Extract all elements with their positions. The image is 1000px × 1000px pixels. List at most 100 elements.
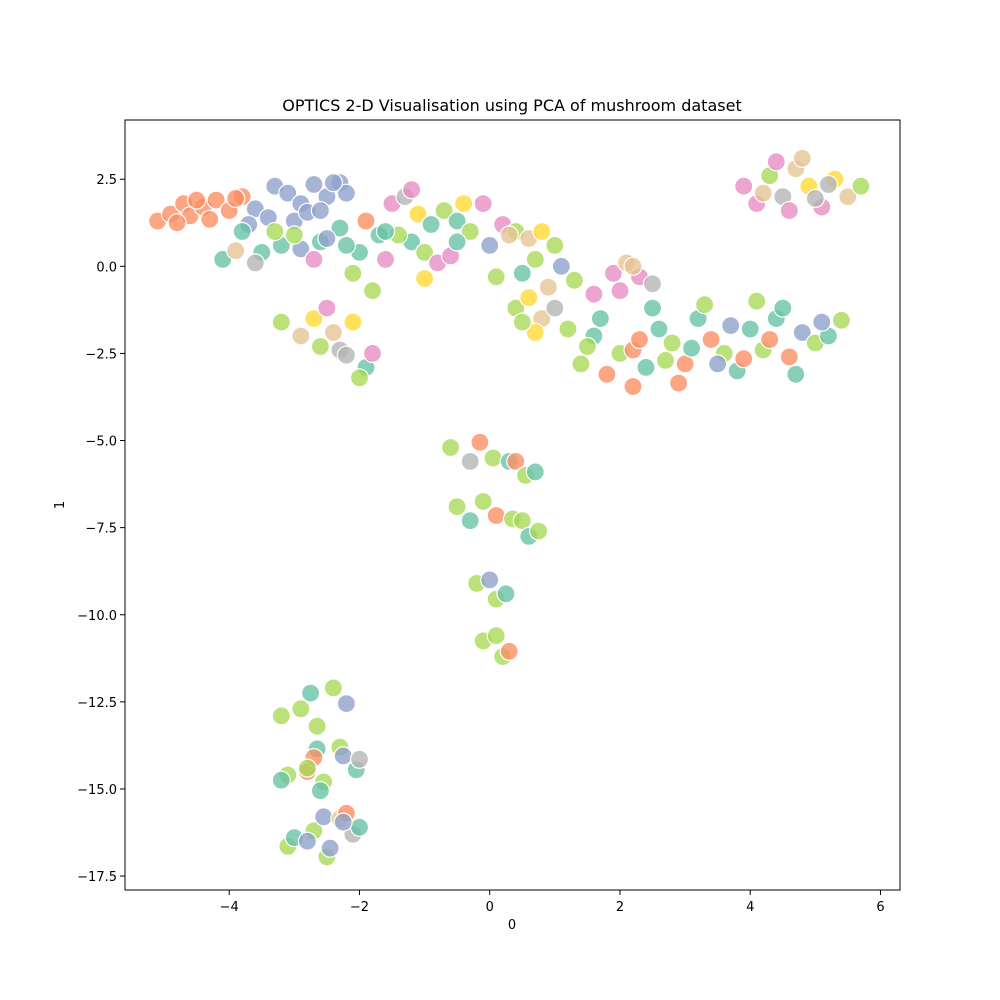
data-point [545,235,565,255]
data-point [284,225,304,245]
chart-title: OPTICS 2-D Visualisation using PCA of mu… [282,96,741,115]
data-point [470,432,490,452]
x-axis-label: 0 [508,918,516,933]
data-point [343,263,363,283]
data-point [734,176,754,196]
data-point [460,451,480,471]
data-point [307,716,327,736]
data-point [408,204,428,224]
data-point [278,183,298,203]
data-point [525,322,545,343]
data-point [460,511,480,531]
data-point [551,256,571,276]
data-point [441,437,461,458]
data-point [333,746,353,766]
data-point [740,319,760,339]
data-point [528,521,549,541]
y-tick-label: 2.5 [96,173,117,188]
data-point [323,173,343,193]
data-point [636,357,656,377]
data-point [786,364,806,384]
data-point [747,291,767,311]
data-point [642,298,663,318]
data-point [265,221,285,242]
data-point [642,274,663,294]
data-point [473,194,493,214]
data-point [301,683,321,703]
data-point [584,284,604,304]
data-point [297,758,317,778]
data-point [603,263,624,283]
data-point [623,256,643,276]
data-point [304,309,324,329]
data-point [304,249,324,269]
y-tick-label: −5.0 [85,435,117,450]
data-point [349,749,370,769]
data-point [779,201,799,221]
data-point [655,350,676,370]
data-point [271,770,291,790]
x-tick-label: −2 [350,900,369,915]
y-tick-label: 0.0 [96,260,117,275]
data-point [838,187,858,207]
data-point [187,190,207,210]
data-point [773,298,793,318]
data-point [336,235,356,255]
data-point [831,310,852,330]
y-axis-label: 1 [53,501,68,509]
data-point [349,817,370,837]
data-point [506,451,526,471]
data-point [701,329,721,350]
data-point [694,295,715,315]
y-tick-label: −10.0 [77,609,117,624]
data-point [486,505,506,526]
data-point [721,316,741,336]
data-point [460,221,480,242]
data-point [571,354,591,374]
data-point [323,322,343,343]
data-point [320,838,340,858]
x-tick-label: 2 [616,900,624,915]
points-layer [148,148,871,867]
data-point [402,180,422,200]
data-point [245,253,265,273]
data-point [323,678,343,698]
data-point [707,354,728,374]
data-point [415,242,435,262]
data-point [779,347,799,367]
x-axis: −4 −2 0 2 4 6 [220,890,885,915]
y-tick-label: −7.5 [85,522,117,537]
data-point [310,336,330,357]
x-tick-label: 4 [746,900,754,915]
data-point [206,190,226,210]
data-point [525,462,545,482]
data-point [271,312,291,332]
data-point [499,225,519,245]
data-point [629,329,650,350]
data-point [333,812,353,832]
data-point [558,319,578,339]
data-point [805,188,825,208]
data-point [662,333,682,353]
data-point [483,448,503,468]
y-axis: 2.5 0.0 −2.5 −5.0 −7.5 −10.0 −12.5 −15.0 −17.5 [77,173,125,885]
data-point [519,288,539,308]
data-point [681,338,702,358]
data-point [499,641,519,661]
data-point [525,249,545,269]
data-point [480,235,500,255]
data-point [226,188,246,208]
data-point [415,268,435,289]
x-tick-label: 6 [876,900,884,915]
data-point [362,281,383,301]
data-point [317,228,337,249]
data-point [447,232,467,252]
data-point [590,309,611,329]
data-point [297,831,317,851]
data-point [349,368,370,388]
y-tick-label: −17.5 [77,870,117,885]
data-point [356,211,376,231]
data-point [232,221,252,242]
data-point [314,807,334,827]
